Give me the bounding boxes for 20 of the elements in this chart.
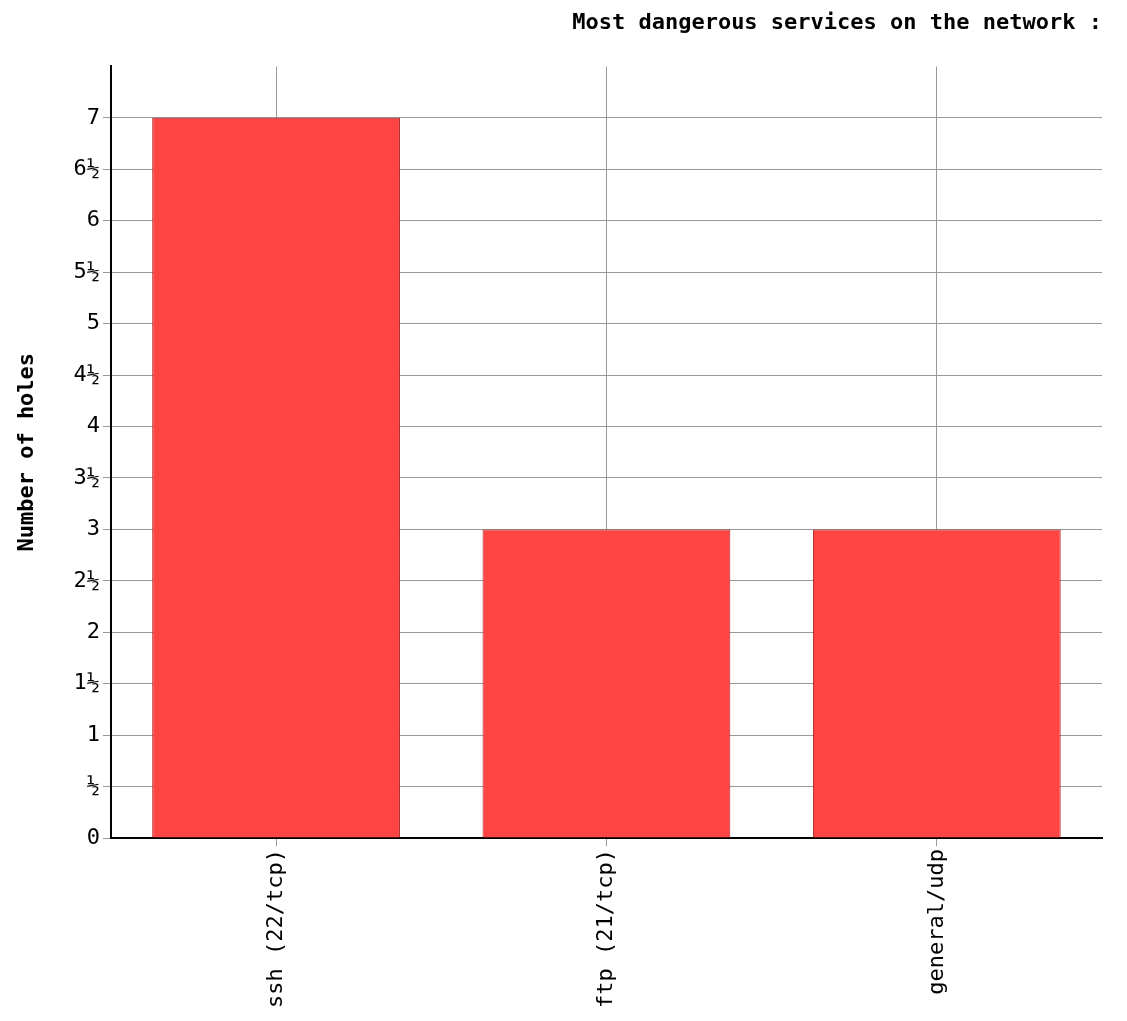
y-tick-label: ½: [86, 772, 100, 798]
x-tick-label: ftp (21/tcp): [592, 849, 618, 1009]
y-tick-label: 6½: [73, 155, 100, 181]
y-tick-label: 7: [86, 103, 100, 129]
y-tick-label: 2: [86, 618, 100, 643]
y-tick-label: 1: [86, 720, 100, 746]
y-axis-title: Number of holes: [12, 352, 38, 552]
y-tick-label: 0: [86, 823, 100, 849]
y-tick-label: 1½: [73, 669, 100, 695]
y-tick-label: 2½: [73, 566, 100, 592]
x-tick-label: general/udp: [922, 849, 948, 995]
y-tick-label: 4½: [73, 360, 100, 386]
y-tick-label: 6: [86, 206, 100, 232]
y-tick-label: 3½: [73, 463, 100, 489]
chart-title: Most dangerous services on the network :: [572, 8, 1102, 34]
y-tick-label: 5: [86, 309, 100, 335]
y-tick-label: 5½: [73, 257, 100, 283]
x-tick-label: ssh (22/tcp): [261, 849, 287, 1009]
y-tick-label: 4: [86, 412, 100, 438]
y-tick-label: 3: [86, 515, 100, 541]
